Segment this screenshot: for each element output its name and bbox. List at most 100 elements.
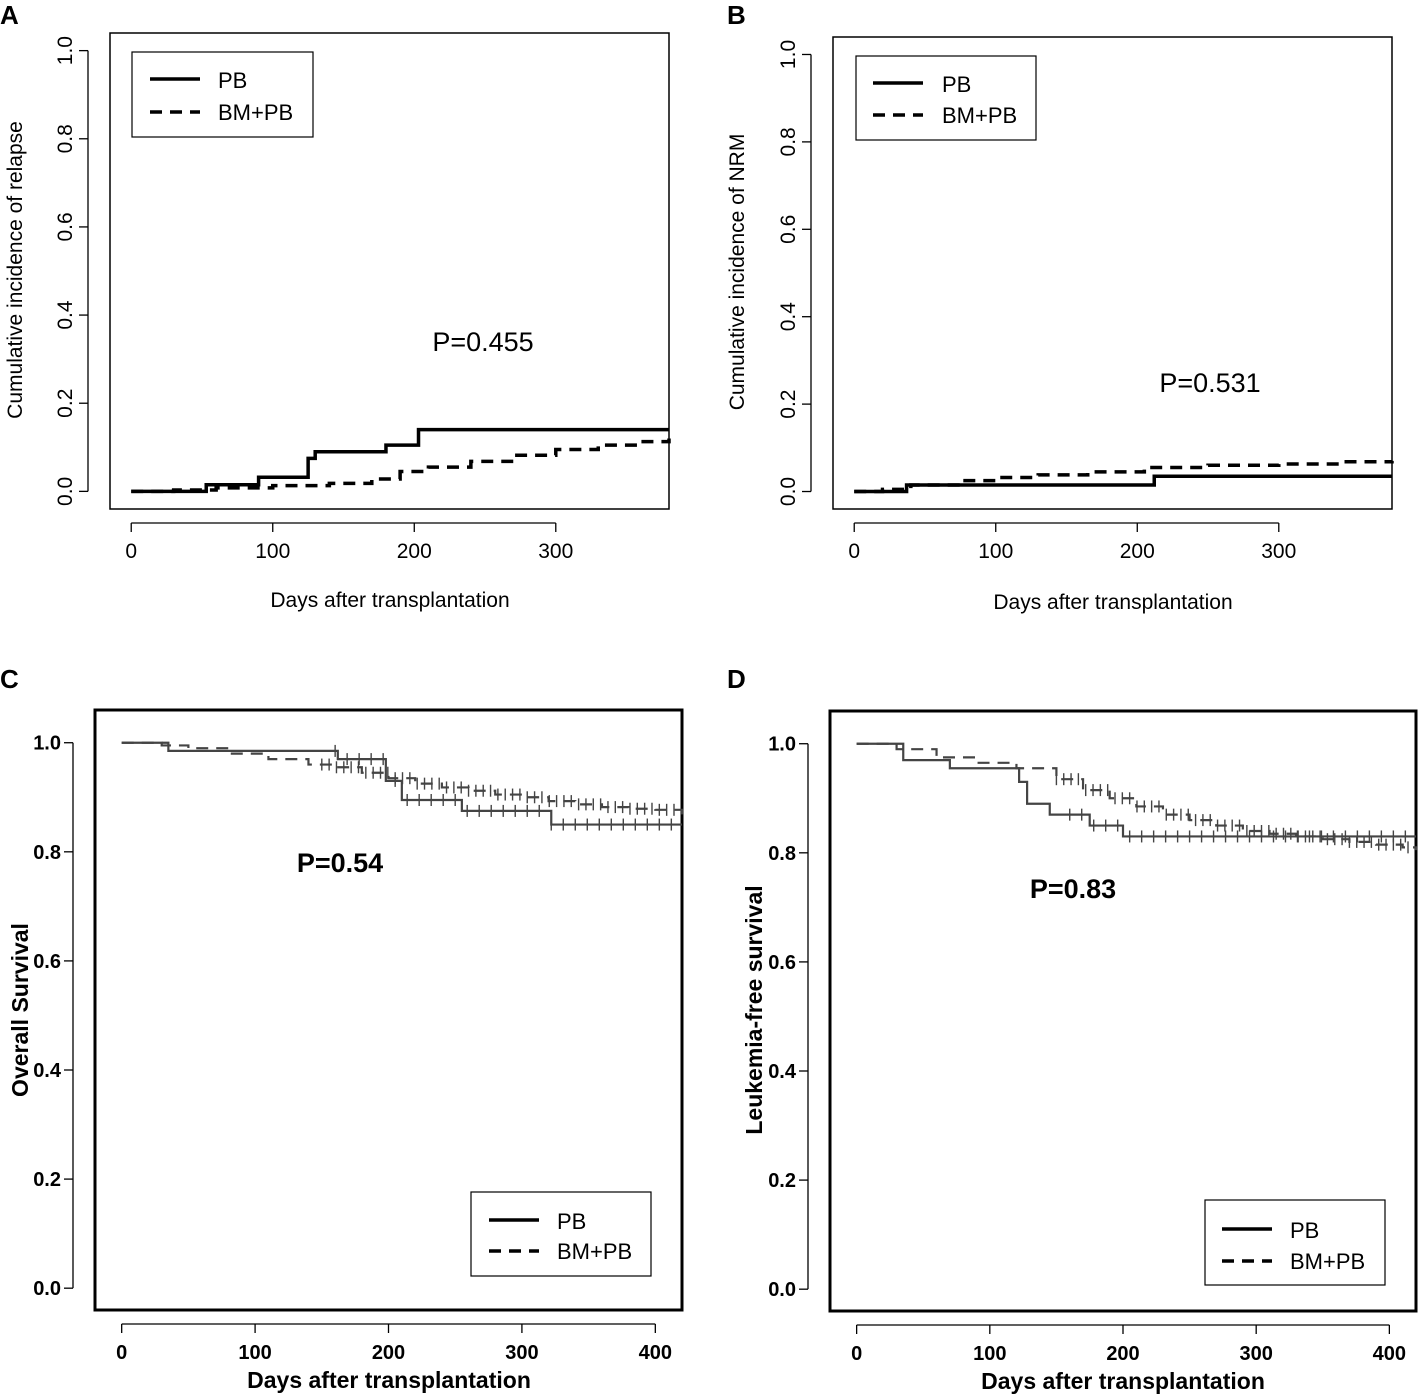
y-tick-label-c: 0.8 [33, 842, 61, 864]
legend-label-bmpb-a: BM+PB [218, 100, 293, 125]
legend-label-bmpb-d: BM+PB [1290, 1249, 1365, 1274]
plot-frame-a [109, 32, 670, 510]
x-axis-label-d: Days after transplantation [981, 1368, 1265, 1394]
x-axis-d: 0 100 200 300 400 [851, 1324, 1406, 1365]
x-axis-a: 0 100 200 300 [125, 522, 573, 563]
x-tick-label-b: 300 [1261, 540, 1296, 563]
series-line-bmpb-c [121, 741, 684, 817]
y-tick-label-a: 0.2 [54, 389, 77, 418]
y-tick-label-a: 1.0 [54, 36, 77, 65]
y-tick-label-a: 0.6 [54, 212, 77, 241]
y-axis-label-a: Cumulative incidence of relapse [4, 121, 27, 419]
x-axis-c: 0 100 200 300 400 [116, 1323, 672, 1364]
y-tick-label-a: 0.8 [54, 124, 77, 153]
x-tick-label-c: 300 [505, 1342, 538, 1364]
series-line-pb-c [121, 741, 682, 826]
panel-label-a: A [0, 0, 19, 30]
panel-d: D 0.0 0.2 0.4 0.6 0.8 1.0 0 100 200 300 400 Days … [727, 664, 1418, 1394]
legend-label-pb-b: PB [942, 72, 971, 97]
panel-label-d: D [727, 664, 746, 694]
y-axis-label-c: Overall Survival [7, 923, 33, 1097]
series-line-pb-b [854, 474, 1392, 494]
curves-a [131, 427, 671, 494]
y-tick-label-b: 0.8 [777, 127, 800, 156]
y-tick-label-d: 0.2 [768, 1170, 796, 1192]
panel-b: B 0.0 0.2 0.4 0.6 0.8 1.0 0 100 200 300 Days aft… [726, 0, 1394, 614]
legend-c: PB BM+PB [470, 1191, 652, 1277]
y-tick-label-c: 1.0 [33, 733, 61, 755]
legend-box-d [1204, 1199, 1386, 1286]
x-tick-label-d: 400 [1373, 1343, 1406, 1365]
y-tick-label-d: 0.8 [768, 843, 796, 865]
y-axis-c: 0.0 0.2 0.4 0.6 0.8 1.0 [33, 733, 74, 1300]
legend-d: PB BM+PB [1204, 1199, 1386, 1286]
x-tick-label-c: 200 [372, 1342, 405, 1364]
y-tick-label-d: 0.0 [768, 1279, 796, 1301]
x-tick-label-d: 100 [973, 1343, 1006, 1365]
panel-label-b: B [727, 0, 746, 30]
legend-label-pb-c: PB [557, 1209, 586, 1234]
panel-label-c: C [0, 664, 19, 694]
p-value-annotation-d: P=0.83 [1030, 874, 1116, 904]
p-value-annotation-a: P=0.455 [432, 327, 533, 357]
legend-box-a [131, 51, 314, 138]
x-tick-label-a: 0 [125, 540, 137, 563]
legend-box-b [855, 55, 1037, 141]
curves-d [856, 742, 1418, 854]
y-tick-label-a: 0.0 [54, 477, 77, 506]
legend-b: PB BM+PB [855, 55, 1037, 141]
series-line-bmpb-b [854, 460, 1394, 494]
y-tick-label-b: 0.6 [777, 215, 800, 244]
legend-label-bmpb-b: BM+PB [942, 103, 1017, 128]
y-tick-label-c: 0.2 [33, 1169, 61, 1191]
x-tick-label-b: 100 [978, 540, 1013, 563]
y-tick-label-a: 0.4 [54, 300, 77, 330]
y-tick-label-c: 0.4 [33, 1060, 62, 1082]
x-tick-label-d: 200 [1106, 1343, 1139, 1365]
x-tick-label-a: 200 [397, 540, 432, 563]
panel-c: C 0.0 0.2 0.4 0.6 0.8 1.0 0 100 200 300 400 Days … [0, 664, 684, 1393]
x-tick-label-b: 200 [1120, 540, 1155, 563]
y-tick-label-c: 0.0 [33, 1278, 61, 1300]
y-tick-label-d: 0.4 [768, 1061, 797, 1083]
y-axis-d: 0.0 0.2 0.4 0.6 0.8 1.0 [768, 734, 809, 1301]
curves-c [121, 741, 684, 831]
legend-label-pb-a: PB [218, 68, 247, 93]
y-tick-label-d: 0.6 [768, 952, 796, 974]
x-axis-label-c: Days after transplantation [247, 1367, 531, 1393]
x-axis-label-b: Days after transplantation [993, 591, 1232, 614]
y-tick-label-b: 0.4 [777, 302, 800, 332]
x-axis-label-a: Days after transplantation [270, 589, 509, 612]
panel-a: A 0.0 0.2 0.4 0.6 0.8 1.0 0 100 200 300 Days aft… [0, 0, 671, 612]
plot-frame-d [828, 709, 1418, 1313]
x-tick-label-a: 100 [255, 540, 290, 563]
x-tick-label-c: 400 [639, 1342, 672, 1364]
series-line-pb-d [856, 742, 1416, 838]
p-value-annotation-b: P=0.531 [1159, 368, 1260, 398]
y-axis-label-d: Leukemia-free survival [741, 885, 767, 1134]
x-tick-label-c: 0 [116, 1342, 127, 1364]
y-tick-label-b: 0.0 [777, 477, 800, 506]
legend-label-bmpb-c: BM+PB [557, 1239, 632, 1264]
legend-a: PB BM+PB [131, 51, 314, 138]
plot-frame-c [93, 708, 684, 1312]
y-axis-b: 0.0 0.2 0.4 0.6 0.8 1.0 [777, 40, 812, 506]
y-axis-label-b: Cumulative incidence of NRM [726, 134, 749, 411]
legend-box-c [470, 1191, 652, 1277]
x-axis-b: 0 100 200 300 [848, 522, 1296, 563]
x-tick-label-b: 0 [848, 540, 860, 563]
y-tick-label-d: 1.0 [768, 734, 796, 756]
x-tick-label-d: 300 [1239, 1343, 1272, 1365]
curves-b [854, 460, 1394, 494]
y-tick-label-c: 0.6 [33, 951, 61, 973]
x-tick-label-a: 300 [538, 540, 573, 563]
x-tick-label-c: 100 [238, 1342, 271, 1364]
series-line-bmpb-a [131, 438, 671, 494]
legend-label-pb-d: PB [1290, 1218, 1319, 1243]
y-tick-label-b: 0.2 [777, 390, 800, 419]
y-tick-label-b: 1.0 [777, 40, 800, 69]
p-value-annotation-c: P=0.54 [297, 848, 383, 878]
plot-frame-b [832, 36, 1393, 510]
series-line-pb-a [131, 427, 669, 494]
